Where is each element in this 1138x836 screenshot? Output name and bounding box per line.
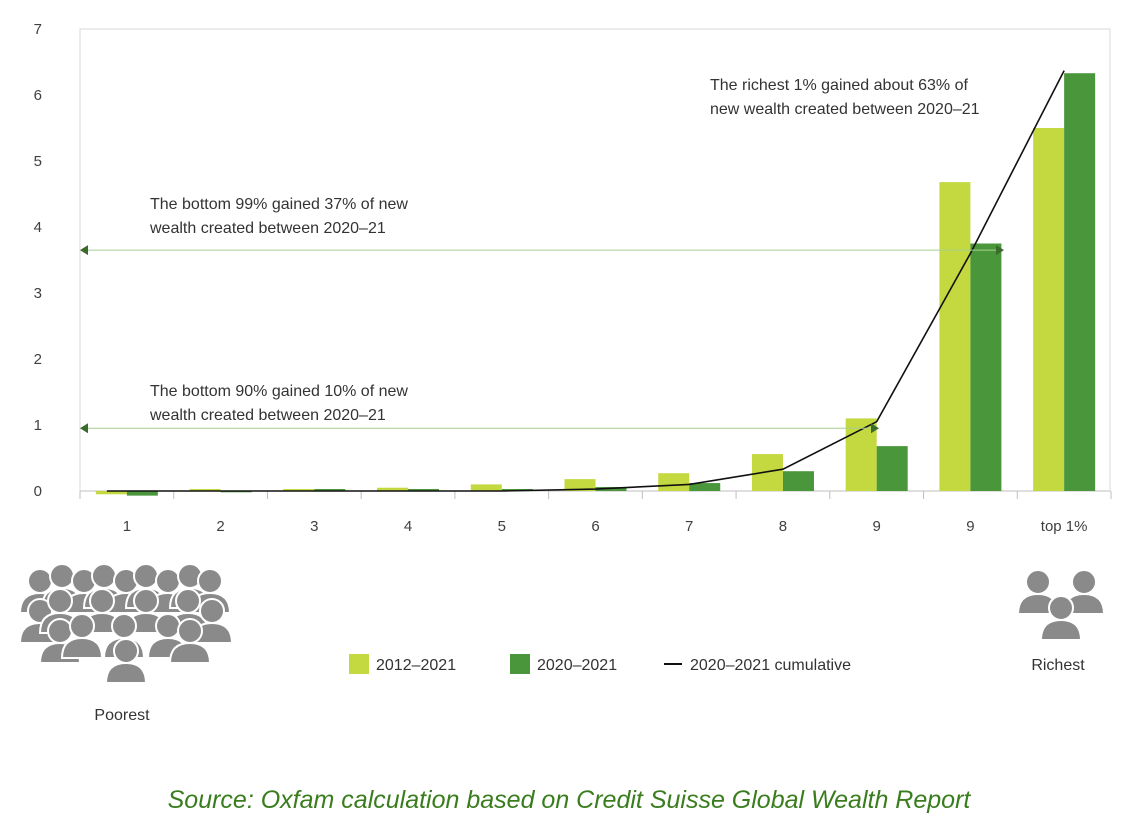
annotation-bottom99-text: wealth created between 2020–21 (149, 220, 386, 237)
arrowhead-right (871, 423, 879, 434)
x-axis: 1 2 3 4 5 6 7 8 9 9 top 1% (79, 490, 1112, 535)
x-tick-label: 1 (123, 518, 131, 535)
poorest-label: Poorest (94, 707, 150, 724)
poorest-people-icon (19, 563, 233, 684)
bar-2012-2021 (283, 489, 315, 491)
bar-2020-2021 (782, 471, 814, 491)
bar-2020-2021 (689, 483, 721, 491)
bar-2012-2021 (470, 484, 502, 491)
bars (95, 73, 1096, 496)
legend-label-cumulative: 2020–2021 cumulative (690, 657, 851, 674)
y-tick-label: 1 (34, 417, 42, 434)
richest-label: Richest (1031, 657, 1085, 674)
richest-people-icon (1017, 569, 1105, 641)
legend-swatch-2012-2021 (349, 654, 369, 674)
annotation-bottom90-text: The bottom 90% gained 10% of new (150, 383, 408, 400)
bar-2020-2021 (970, 243, 1002, 491)
y-tick-label: 4 (34, 219, 42, 236)
arrowhead-left (80, 245, 88, 256)
annotations: The richest 1% gained about 63% of new we… (80, 77, 1004, 434)
bar-2012-2021 (95, 491, 127, 495)
cumulative-line (106, 70, 1065, 492)
x-tick-label: 4 (404, 518, 412, 535)
annotation-bottom99-text: The bottom 99% gained 37% of new (150, 196, 408, 213)
x-tick-label: 7 (685, 518, 693, 535)
bar-2012-2021 (658, 473, 690, 491)
annotation-richest-text: new wealth created between 2020–21 (710, 101, 980, 118)
cumulative-line-group (106, 70, 1065, 492)
x-tick-label: 9 (873, 518, 881, 535)
bar-2020-2021 (314, 489, 346, 491)
bar-2012-2021 (939, 182, 971, 491)
bar-2020-2021 (876, 446, 908, 491)
x-tick-label: 5 (498, 518, 506, 535)
y-tick-label: 2 (34, 351, 42, 368)
bar-2012-2021 (1033, 128, 1065, 491)
y-axis: 0 1 2 3 4 5 6 7 (34, 21, 42, 500)
arrowhead-right (996, 245, 1004, 256)
annotation-richest-text: The richest 1% gained about 63% of (710, 77, 969, 94)
y-tick-label: 3 (34, 285, 42, 302)
source-note: Source: Oxfam calculation based on Credi… (167, 786, 971, 814)
bar-2020-2021 (126, 491, 158, 496)
x-tick-label: 6 (591, 518, 599, 535)
annotation-bottom90-text: wealth created between 2020–21 (149, 407, 386, 424)
bar-2012-2021 (564, 479, 596, 491)
legend: 2012–2021 2020–2021 2020–2021 cumulative (349, 654, 851, 674)
x-tick-label: 9 (966, 518, 974, 535)
y-tick-label: 0 (34, 483, 42, 500)
y-tick-label: 5 (34, 153, 42, 170)
x-tick-label: 8 (779, 518, 787, 535)
x-tick-label: 3 (310, 518, 318, 535)
x-tick-label: 2 (216, 518, 224, 535)
bar-2020-2021 (408, 489, 440, 491)
bar-2012-2021 (189, 489, 221, 491)
legend-label-2020-2021: 2020–2021 (537, 657, 617, 674)
bar-2020-2021 (1064, 73, 1096, 491)
legend-label-2012-2021: 2012–2021 (376, 657, 456, 674)
y-tick-label: 7 (34, 21, 42, 38)
y-tick-label: 6 (34, 87, 42, 104)
bar-2012-2021 (377, 487, 409, 491)
x-tick-label: top 1% (1041, 518, 1088, 535)
arrowhead-left (80, 423, 88, 434)
legend-swatch-2020-2021 (510, 654, 530, 674)
